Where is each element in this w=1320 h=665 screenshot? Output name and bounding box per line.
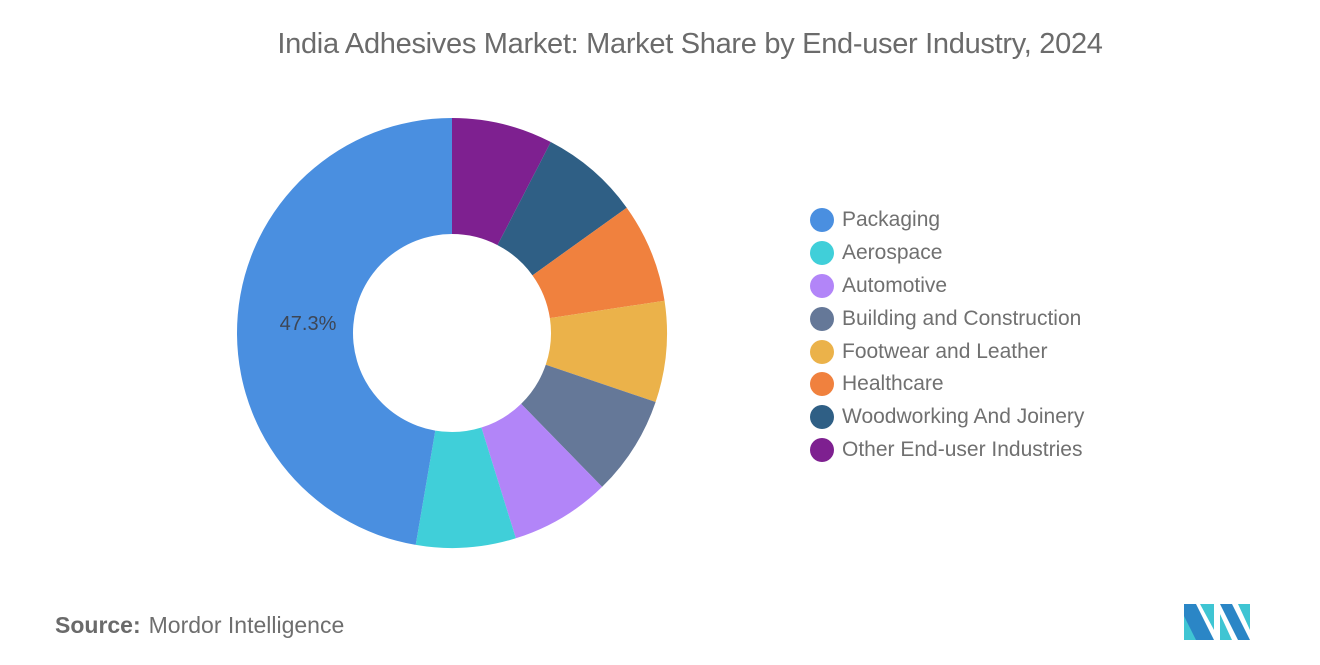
- slice-automotive[interactable]: [481, 403, 603, 539]
- legend-dot-icon: [810, 372, 834, 397]
- legend-item-other-end-user-industries[interactable]: Other End-user Industries: [810, 434, 1084, 467]
- legend-item-footwear-and-leather[interactable]: Footwear and Leather: [810, 335, 1084, 368]
- legend-dot-icon: [810, 208, 834, 233]
- legend-item-aerospace[interactable]: Aerospace: [810, 237, 1084, 270]
- legend-item-automotive[interactable]: Automotive: [810, 270, 1084, 303]
- slice-building-and-construction[interactable]: [521, 364, 656, 487]
- legend-item-building-and-construction[interactable]: Building and Construction: [810, 302, 1084, 335]
- source-label: Source:: [55, 612, 141, 638]
- legend-item-woodworking-and-joinery[interactable]: Woodworking And Joinery: [810, 401, 1084, 434]
- legend-dot-icon: [810, 306, 834, 331]
- legend: Packaging Aerospace Automotive Building …: [810, 204, 1084, 466]
- slice-aerospace[interactable]: [415, 427, 516, 548]
- slice-footwear-and-leather[interactable]: [545, 300, 667, 403]
- source-value: Mordor Intelligence: [148, 612, 345, 638]
- packaging-value-label: 47.3%: [280, 313, 337, 335]
- legend-dot-icon: [810, 241, 834, 266]
- legend-dot-icon: [810, 405, 834, 430]
- source-note: Source: Mordor Intelligence: [55, 612, 344, 639]
- slice-other-end-user-industries[interactable]: [452, 118, 551, 246]
- legend-dot-icon: [810, 437, 834, 462]
- slice-healthcare[interactable]: [532, 207, 665, 319]
- slice-packaging[interactable]: [236, 118, 452, 545]
- legend-item-healthcare[interactable]: Healthcare: [810, 368, 1084, 401]
- legend-item-packaging[interactable]: Packaging: [810, 204, 1084, 237]
- chart-title: India Adhesives Market: Market Share by …: [277, 28, 1103, 60]
- legend-dot-icon: [810, 273, 834, 298]
- legend-dot-icon: [810, 339, 834, 364]
- donut-slices: [236, 118, 667, 548]
- mordor-intelligence-logo-icon: [1184, 604, 1250, 640]
- slice-woodworking-and-joinery[interactable]: [497, 142, 627, 276]
